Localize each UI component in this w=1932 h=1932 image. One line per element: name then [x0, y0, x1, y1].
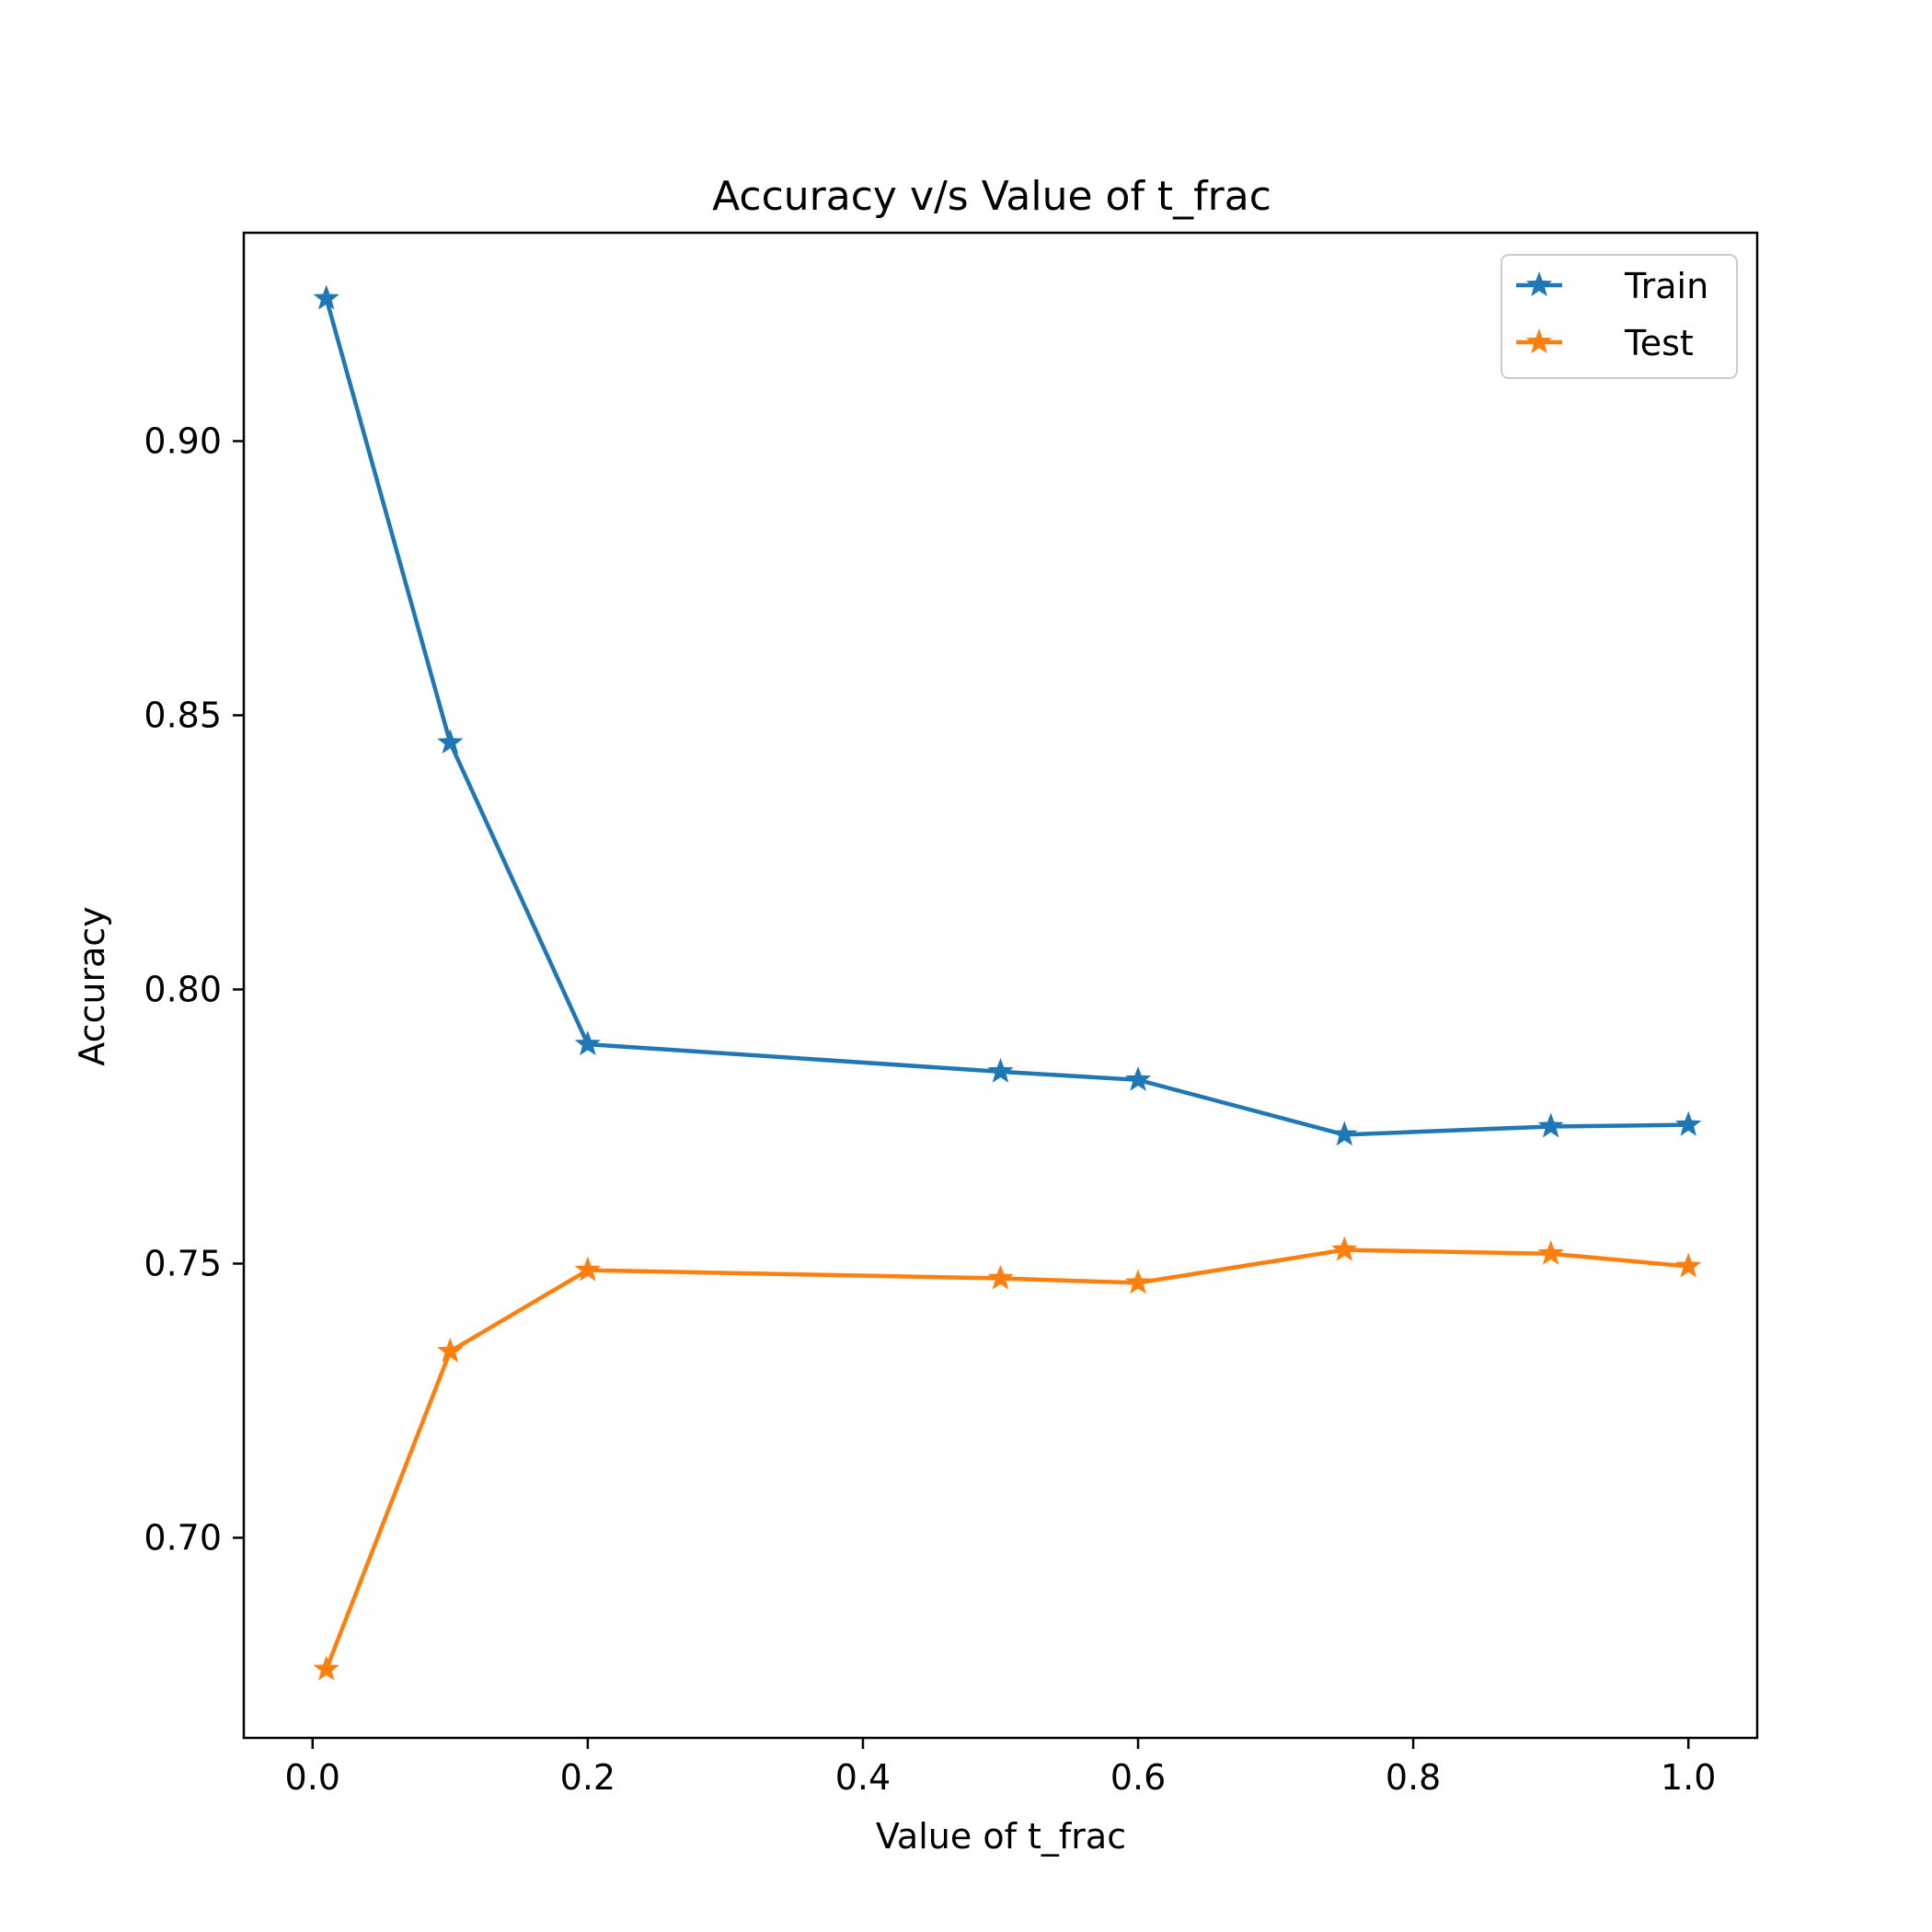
series-layer — [313, 284, 1702, 1681]
data-point-train — [1331, 1121, 1358, 1146]
data-point-test — [987, 1264, 1014, 1290]
plot-frame — [242, 231, 1759, 1740]
y-axis: 0.70 0.75 0.80 0.85 0.90 — [144, 420, 244, 1558]
chart-title: Accuracy v/s Value of t_frac — [712, 173, 1271, 220]
y-tick-label: 0.80 — [144, 969, 222, 1009]
data-point-train — [1537, 1112, 1564, 1138]
x-tick-label: 0.8 — [1386, 1757, 1441, 1798]
x-axis-label: Value of t_frac — [876, 1816, 1126, 1857]
data-point-train — [574, 1030, 601, 1056]
legend: Train Test — [1501, 254, 1738, 379]
x-tick-label: 1.0 — [1661, 1757, 1716, 1798]
legend-label-train: Train — [1624, 266, 1708, 306]
x-tick-label: 0.6 — [1110, 1757, 1166, 1798]
data-point-train — [313, 284, 339, 310]
y-tick-label: 0.90 — [144, 420, 222, 461]
data-point-test — [437, 1337, 464, 1363]
data-point-test — [574, 1256, 601, 1282]
legend-label-test: Test — [1624, 323, 1694, 363]
legend-marker-test — [1525, 328, 1553, 354]
data-point-test — [1675, 1252, 1702, 1278]
data-point-test — [313, 1655, 339, 1681]
x-tick-label: 0.4 — [835, 1757, 891, 1798]
data-point-train — [1124, 1065, 1152, 1091]
data-point-test — [1331, 1236, 1358, 1261]
series-line-test — [324, 1248, 1691, 1672]
plot-area — [242, 231, 1759, 1740]
data-point-test — [1124, 1269, 1152, 1294]
y-tick-label: 0.85 — [144, 695, 222, 735]
y-tick-label: 0.70 — [144, 1517, 222, 1558]
data-point-test — [1537, 1239, 1564, 1265]
x-tick-label: 0.2 — [560, 1757, 615, 1798]
x-tick-label: 0.0 — [285, 1757, 340, 1798]
series-line-train — [324, 296, 1691, 1137]
y-tick-label: 0.75 — [144, 1243, 222, 1283]
data-point-train — [1675, 1110, 1702, 1136]
data-point-train — [987, 1058, 1014, 1083]
x-axis: 0.0 0.2 0.4 0.6 0.8 1.0 — [285, 1738, 1716, 1798]
legend-marker-train — [1525, 271, 1553, 297]
data-point-train — [437, 729, 464, 754]
y-axis-label: Accuracy — [72, 906, 112, 1066]
